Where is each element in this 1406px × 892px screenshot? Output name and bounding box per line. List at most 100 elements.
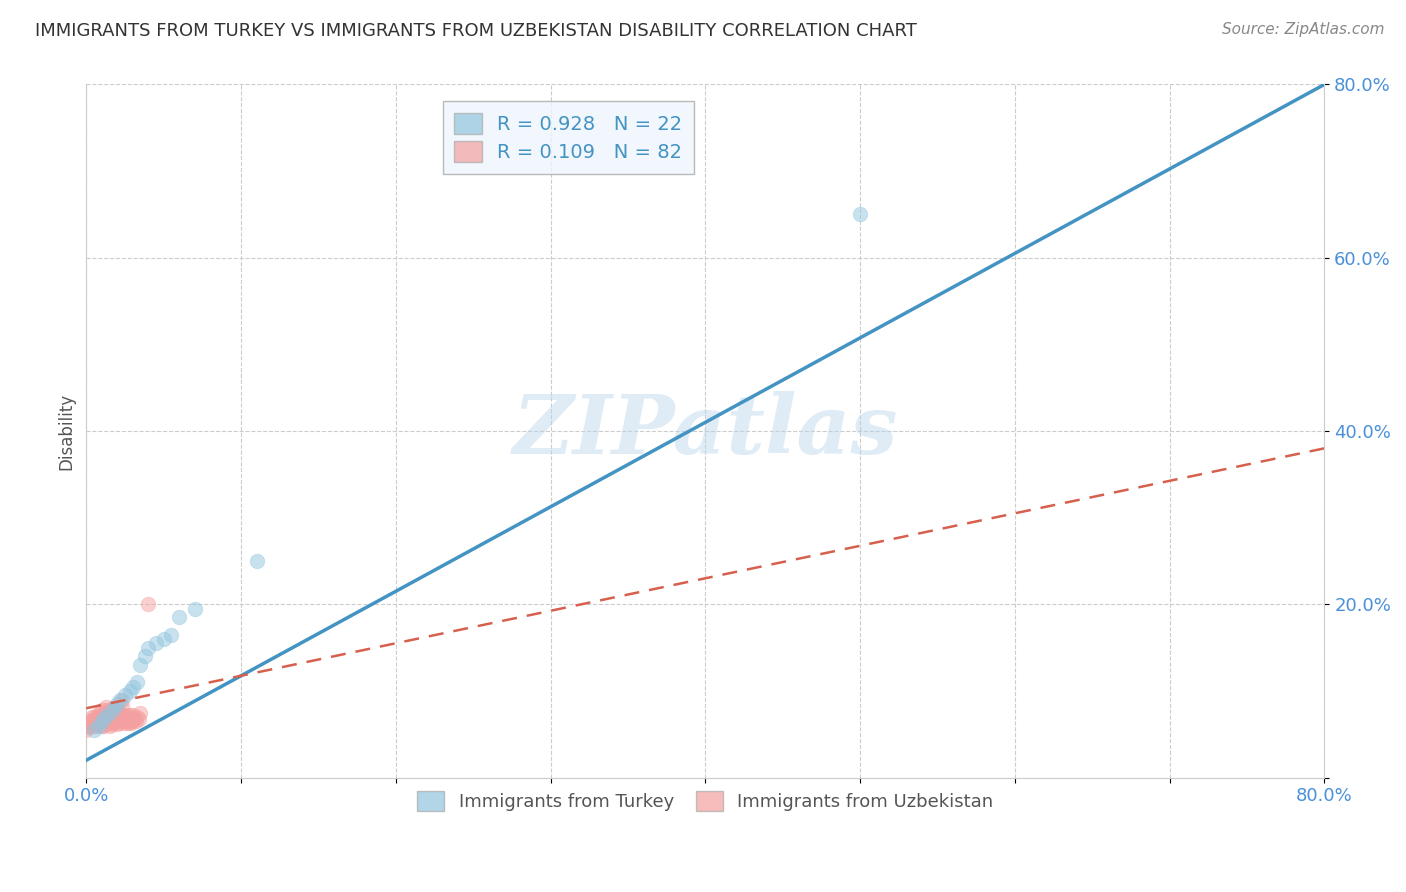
Point <box>94 710 117 724</box>
Point <box>84 718 107 732</box>
Point <box>98 714 121 729</box>
Point <box>183 601 205 615</box>
Point <box>86 714 108 729</box>
Point <box>83 718 105 732</box>
Point <box>107 714 129 729</box>
Point <box>121 714 143 729</box>
Point <box>117 716 139 731</box>
Point <box>80 716 103 731</box>
Point <box>122 712 145 726</box>
Point <box>117 710 139 724</box>
Point <box>115 708 138 723</box>
Point <box>101 714 124 729</box>
Point <box>97 716 120 731</box>
Point <box>98 710 121 724</box>
Point <box>91 718 114 732</box>
Point <box>104 708 127 723</box>
Point <box>127 710 149 724</box>
Point <box>125 714 148 729</box>
Point <box>87 718 110 732</box>
Point <box>121 680 143 694</box>
Point <box>103 701 125 715</box>
Point <box>96 710 118 724</box>
Point <box>160 627 183 641</box>
Point <box>97 706 120 720</box>
Point <box>84 712 107 726</box>
Point <box>111 699 134 714</box>
Point <box>105 706 128 720</box>
Point <box>110 716 132 731</box>
Point <box>105 716 128 731</box>
Point <box>98 706 121 720</box>
Point <box>121 708 143 723</box>
Text: ZIPatlas: ZIPatlas <box>513 391 898 471</box>
Point <box>87 706 110 720</box>
Point <box>91 714 114 729</box>
Point <box>96 699 118 714</box>
Point <box>79 718 101 732</box>
Point <box>100 712 122 726</box>
Point <box>75 723 97 737</box>
Point <box>96 703 118 717</box>
Point <box>111 692 134 706</box>
Point <box>90 714 112 729</box>
Point <box>115 714 138 729</box>
Point <box>100 716 122 731</box>
Point <box>82 710 104 724</box>
Point <box>849 207 872 221</box>
Point <box>94 712 117 726</box>
Point <box>89 708 111 723</box>
Point <box>94 716 117 731</box>
Point <box>98 703 121 717</box>
Point <box>101 701 124 715</box>
Point <box>114 712 136 726</box>
Point <box>89 714 111 729</box>
Point <box>104 714 127 729</box>
Point <box>83 723 105 737</box>
Point <box>127 675 149 690</box>
Point <box>136 597 159 611</box>
Point <box>80 714 103 729</box>
Point <box>94 706 117 720</box>
Point <box>83 710 105 724</box>
Point <box>87 716 110 731</box>
Point <box>98 718 121 732</box>
Point <box>83 714 105 729</box>
Point <box>110 712 132 726</box>
Point <box>100 706 122 720</box>
Y-axis label: Disability: Disability <box>58 392 75 469</box>
Point <box>90 718 112 732</box>
Point <box>107 708 129 723</box>
Point <box>118 714 141 729</box>
Point <box>110 692 132 706</box>
Point <box>103 703 125 717</box>
Legend: Immigrants from Turkey, Immigrants from Uzbekistan: Immigrants from Turkey, Immigrants from … <box>405 779 1007 824</box>
Point <box>114 716 136 731</box>
Point <box>118 684 141 698</box>
Point <box>145 636 167 650</box>
Point <box>96 714 118 729</box>
Point <box>118 708 141 723</box>
Point <box>90 703 112 717</box>
Point <box>101 708 124 723</box>
Point <box>82 713 104 727</box>
Point <box>129 657 152 672</box>
Point <box>134 649 156 664</box>
Point <box>86 716 108 731</box>
Point <box>90 710 112 724</box>
Point <box>136 640 159 655</box>
Point <box>112 714 135 729</box>
Point <box>105 712 128 726</box>
Point <box>112 708 135 723</box>
Point <box>90 714 112 729</box>
Point <box>105 697 128 711</box>
Text: IMMIGRANTS FROM TURKEY VS IMMIGRANTS FROM UZBEKISTAN DISABILITY CORRELATION CHAR: IMMIGRANTS FROM TURKEY VS IMMIGRANTS FRO… <box>35 22 917 40</box>
Point <box>110 706 132 720</box>
Point <box>86 710 108 724</box>
Point <box>91 712 114 726</box>
Point <box>103 716 125 731</box>
Point <box>129 706 152 720</box>
Point <box>167 610 190 624</box>
Point <box>128 712 150 726</box>
Point <box>103 712 125 726</box>
